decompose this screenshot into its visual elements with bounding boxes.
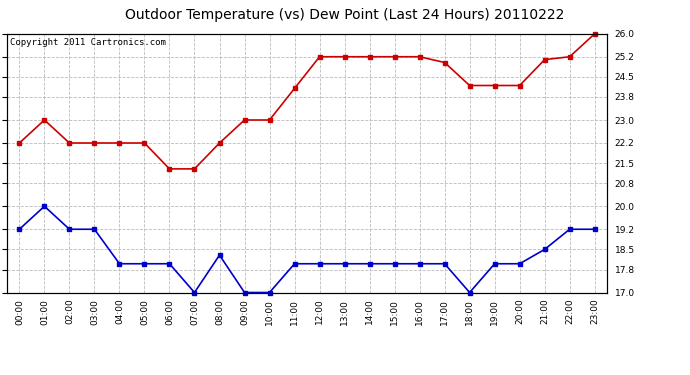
Text: Outdoor Temperature (vs) Dew Point (Last 24 Hours) 20110222: Outdoor Temperature (vs) Dew Point (Last…: [126, 8, 564, 21]
Text: Copyright 2011 Cartronics.com: Copyright 2011 Cartronics.com: [10, 38, 166, 46]
